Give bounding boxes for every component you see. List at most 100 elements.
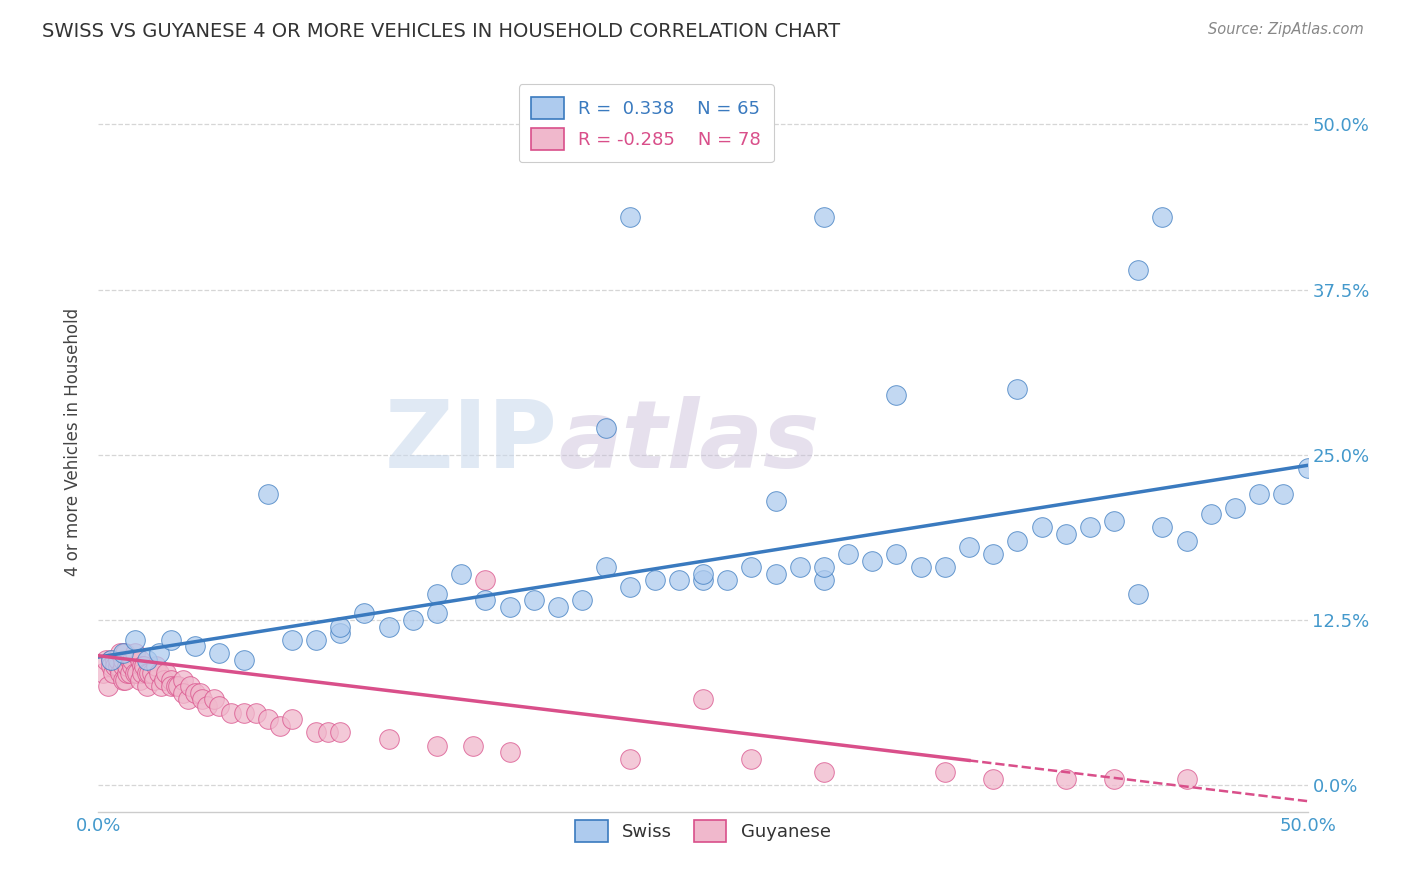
- Point: [134, 659, 156, 673]
- Point: [1031, 520, 1053, 534]
- Point: [232, 653, 254, 667]
- Point: [1272, 487, 1295, 501]
- Point: [128, 653, 150, 667]
- Point: [269, 719, 291, 733]
- Point: [111, 653, 134, 667]
- Point: [124, 632, 146, 647]
- Point: [114, 646, 136, 660]
- Point: [1007, 533, 1029, 548]
- Point: [124, 665, 146, 680]
- Point: [256, 487, 278, 501]
- Point: [118, 653, 141, 667]
- Point: [121, 653, 143, 667]
- Text: SWISS VS GUYANESE 4 OR MORE VEHICLES IN HOUSEHOLD CORRELATION CHART: SWISS VS GUYANESE 4 OR MORE VEHICLES IN …: [42, 22, 841, 41]
- Point: [740, 752, 762, 766]
- Point: [644, 574, 666, 588]
- Point: [426, 739, 449, 753]
- Point: [1175, 772, 1198, 786]
- Point: [1007, 382, 1029, 396]
- Point: [813, 765, 835, 780]
- Point: [860, 553, 883, 567]
- Point: [813, 574, 835, 588]
- Point: [148, 665, 170, 680]
- Point: [135, 665, 157, 680]
- Point: [97, 679, 120, 693]
- Point: [232, 706, 254, 720]
- Point: [305, 725, 328, 739]
- Point: [91, 665, 114, 680]
- Point: [1152, 210, 1174, 224]
- Point: [1199, 508, 1222, 522]
- Point: [377, 731, 399, 746]
- Point: [138, 665, 160, 680]
- Point: [256, 712, 278, 726]
- Point: [692, 566, 714, 581]
- Point: [402, 613, 425, 627]
- Point: [426, 607, 449, 621]
- Point: [789, 560, 811, 574]
- Point: [281, 712, 304, 726]
- Point: [329, 620, 352, 634]
- Point: [148, 646, 170, 660]
- Point: [104, 659, 127, 673]
- Point: [108, 646, 131, 660]
- Y-axis label: 4 or more Vehicles in Household: 4 or more Vehicles in Household: [65, 308, 83, 575]
- Point: [184, 640, 207, 654]
- Point: [111, 646, 134, 660]
- Point: [172, 673, 194, 687]
- Point: [179, 679, 201, 693]
- Point: [377, 620, 399, 634]
- Point: [143, 673, 166, 687]
- Point: [114, 673, 136, 687]
- Point: [177, 692, 200, 706]
- Point: [450, 566, 472, 581]
- Text: Source: ZipAtlas.com: Source: ZipAtlas.com: [1208, 22, 1364, 37]
- Point: [1102, 772, 1125, 786]
- Point: [1078, 520, 1101, 534]
- Point: [118, 665, 141, 680]
- Point: [957, 541, 980, 555]
- Point: [100, 659, 122, 673]
- Point: [305, 632, 328, 647]
- Point: [188, 686, 211, 700]
- Point: [131, 659, 153, 673]
- Point: [934, 560, 956, 574]
- Point: [1054, 772, 1077, 786]
- Point: [208, 698, 231, 713]
- Point: [716, 574, 738, 588]
- Point: [191, 692, 214, 706]
- Point: [100, 653, 122, 667]
- Point: [1102, 514, 1125, 528]
- Point: [765, 566, 787, 581]
- Point: [886, 388, 908, 402]
- Point: [1175, 533, 1198, 548]
- Point: [152, 673, 174, 687]
- Point: [910, 560, 932, 574]
- Point: [121, 659, 143, 673]
- Point: [127, 665, 149, 680]
- Point: [131, 665, 153, 680]
- Point: [117, 659, 139, 673]
- Point: [204, 692, 226, 706]
- Point: [498, 599, 520, 614]
- Point: [1054, 527, 1077, 541]
- Point: [474, 593, 496, 607]
- Point: [1249, 487, 1271, 501]
- Point: [934, 765, 956, 780]
- Point: [184, 686, 207, 700]
- Point: [329, 626, 352, 640]
- Point: [128, 673, 150, 687]
- Point: [353, 607, 375, 621]
- Point: [547, 599, 569, 614]
- Point: [692, 574, 714, 588]
- Point: [981, 547, 1004, 561]
- Point: [426, 586, 449, 600]
- Point: [141, 665, 163, 680]
- Point: [167, 679, 190, 693]
- Point: [316, 725, 339, 739]
- Point: [981, 772, 1004, 786]
- Point: [160, 673, 183, 687]
- Point: [107, 653, 129, 667]
- Point: [1152, 520, 1174, 534]
- Point: [145, 659, 167, 673]
